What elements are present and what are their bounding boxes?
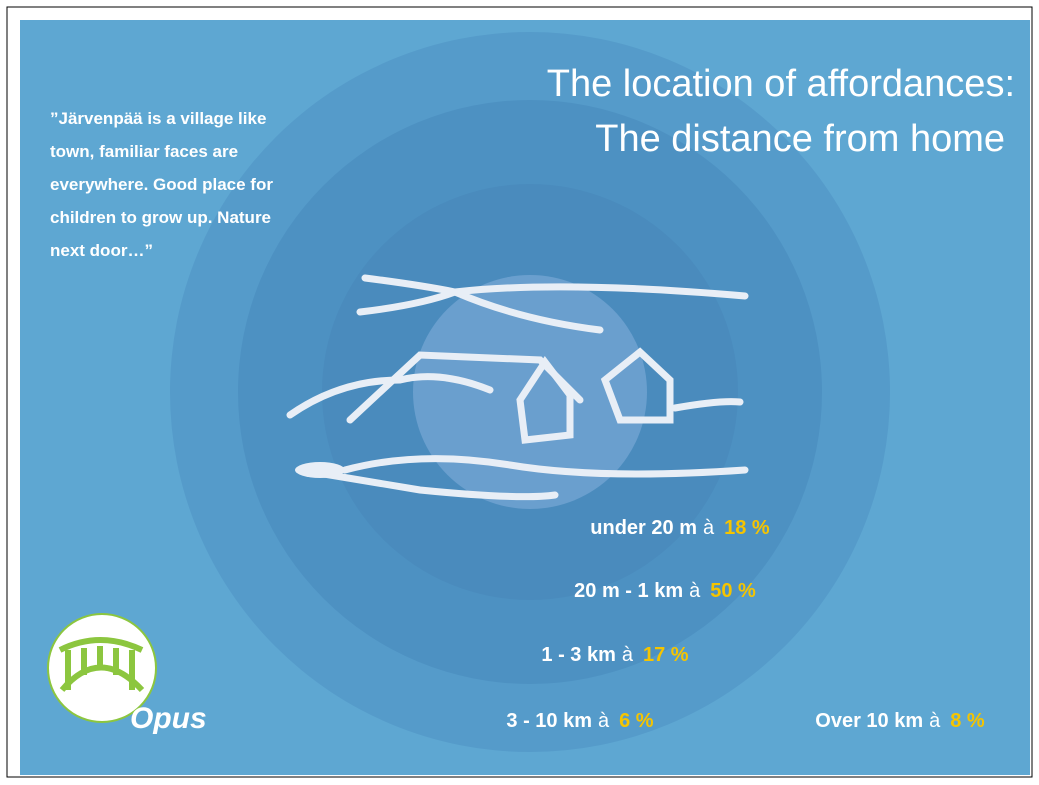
arrow: à <box>622 644 634 666</box>
arrow: à <box>689 580 701 602</box>
arrow: à <box>598 710 610 732</box>
quote-line: children to grow up. Nature <box>50 208 271 227</box>
distance-item: 3 - 10 km à 6 % <box>506 710 653 732</box>
arrow: à <box>929 710 941 732</box>
slide: The location of affordances: The distanc… <box>0 0 1039 785</box>
distance-label: 3 - 10 km <box>506 710 592 732</box>
title-line: The location of affordances: <box>547 63 1015 105</box>
logo-text: Opus <box>130 702 207 735</box>
distance-item: Over 10 km à 8 % <box>815 710 985 732</box>
quote-line: next door…” <box>50 241 153 260</box>
distance-label: 20 m - 1 km <box>574 580 683 602</box>
share-value: 18 % <box>724 517 770 539</box>
quote-line: town, familiar faces are <box>50 142 238 161</box>
distance-label: under 20 m <box>590 517 697 539</box>
share-value: 8 % <box>950 710 985 732</box>
distance-label: Over 10 km <box>815 710 923 732</box>
distance-label: 1 - 3 km <box>541 644 615 666</box>
quote-line: ”Järvenpää is a village like <box>50 109 266 128</box>
quote-line: everywhere. Good place for <box>50 175 273 194</box>
share-value: 50 % <box>710 580 756 602</box>
share-value: 6 % <box>619 710 654 732</box>
title-line: The distance from home <box>595 118 1005 160</box>
distance-item: under 20 m à 18 % <box>590 517 770 539</box>
arrow: à <box>703 517 715 539</box>
distance-item: 1 - 3 km à 17 % <box>541 644 688 666</box>
house-shadow <box>295 462 345 478</box>
distance-item: 20 m - 1 km à 50 % <box>574 580 756 602</box>
share-value: 17 % <box>643 644 689 666</box>
